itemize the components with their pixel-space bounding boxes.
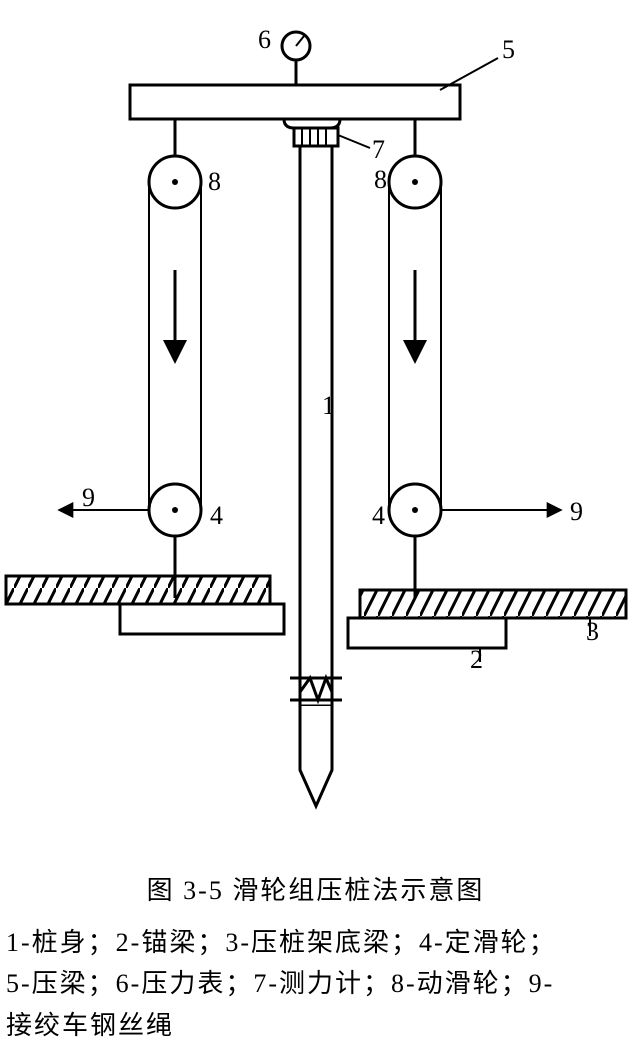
label-9-right: 9 (570, 497, 583, 526)
diagram-svg: 6 5 7 8 8 1 4 4 9 9 2 3 (0, 0, 631, 860)
label-3: 3 (586, 617, 599, 646)
legend-line-1: 1-桩身；2-锚梁；3-压桩架底梁；4-定滑轮； (0, 922, 631, 964)
label-8-left: 8 (208, 167, 221, 196)
bottom-beam-right (360, 590, 626, 618)
label-6: 6 (258, 25, 271, 54)
load-cell (284, 119, 370, 148)
page: 6 5 7 8 8 1 4 4 9 9 2 3 图 3-5 滑轮组压桩法示意图 … (0, 0, 631, 1058)
label-8-right: 8 (374, 165, 387, 194)
label-4-left: 4 (210, 501, 223, 530)
label-1: 1 (322, 391, 335, 420)
label-4-right: 4 (372, 501, 385, 530)
legend-line-2: 5-压梁；6-压力表；7-测力计；8-动滑轮；9- (0, 963, 631, 1005)
press-beam (130, 58, 498, 119)
pulley-top-left (149, 156, 201, 208)
label-7: 7 (372, 135, 385, 164)
pulley-bottom-left (149, 484, 201, 536)
pile (290, 146, 342, 806)
figure-title: 图 3-5 滑轮组压桩法示意图 (0, 870, 631, 912)
pulley-top-right (389, 156, 441, 208)
label-5: 5 (502, 35, 515, 64)
caption-block: 图 3-5 滑轮组压桩法示意图 1-桩身；2-锚梁；3-压桩架底梁；4-定滑轮；… (0, 870, 631, 1046)
anchor-beam-left (120, 604, 284, 634)
label-2: 2 (470, 645, 483, 674)
pulley-bottom-right (389, 484, 441, 536)
anchor-beam-right (348, 618, 506, 648)
pressure-gauge (282, 32, 310, 85)
legend-line-3: 接绞车钢丝绳 (0, 1005, 631, 1047)
label-9-left: 9 (82, 483, 95, 512)
bottom-beam-left (6, 576, 270, 604)
